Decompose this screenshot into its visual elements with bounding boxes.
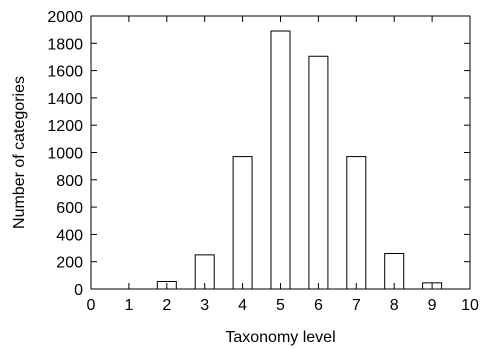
x-tick-label-1: 1 [124,297,133,314]
x-tick-label-2: 2 [162,297,171,314]
x-tick-label-9: 9 [428,297,437,314]
x-tick-label-3: 3 [200,297,209,314]
x-tick-label-8: 8 [390,297,399,314]
y-tick-label-1200: 1200 [47,118,83,135]
x-tick-label-7: 7 [352,297,361,314]
plot-frame [90,15,471,290]
bar-level-5 [270,30,291,290]
y-axis-title: Number of categories [11,76,28,229]
x-axis-title: Taxonomy level [225,329,335,346]
y-tick-label-1600: 1600 [47,64,83,81]
x-tick-label-6: 6 [314,297,323,314]
y-tick-label-400: 400 [56,227,83,244]
y-tick-label-1000: 1000 [47,146,83,163]
y-ticks-group: 0 200 400 600 800 1000 1200 1400 1600 1800 2000 [47,9,470,299]
bar-level-6 [308,55,329,290]
y-tick-label-200: 200 [56,255,83,272]
y-tick-label-800: 800 [56,173,83,190]
bar-level-4 [232,156,253,290]
x-tick-label-0: 0 [87,297,96,314]
y-tick-label-1400: 1400 [47,91,83,108]
y-tick-label-2000: 2000 [47,9,83,26]
x-ticks-group: 0 1 2 3 4 5 6 7 8 9 10 [87,16,479,314]
x-tick-label-5: 5 [276,297,285,314]
y-tick-label-1800: 1800 [47,36,83,53]
y-tick-label-600: 600 [56,200,83,217]
x-tick-label-4: 4 [238,297,247,314]
bars-group [156,30,443,290]
y-tick-label-0: 0 [74,282,83,299]
x-tick-label-10: 10 [461,297,479,314]
bar-level-7 [346,156,367,290]
